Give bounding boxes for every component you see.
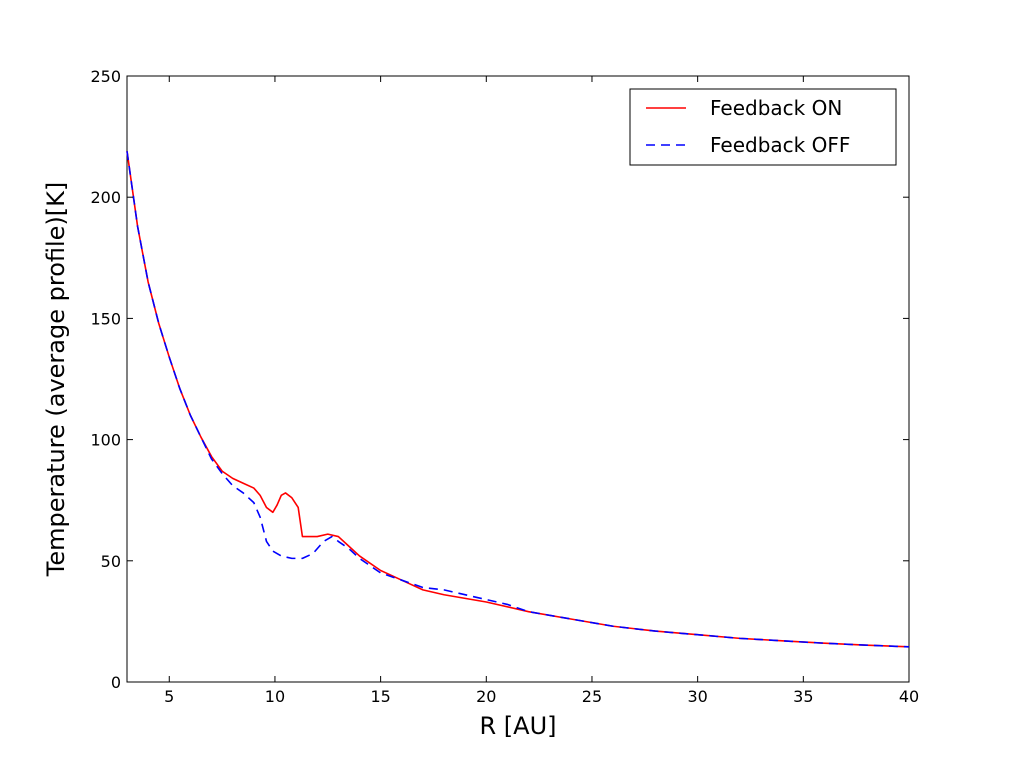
- legend-label-1: Feedback ON: [710, 96, 842, 120]
- series-line-1: [126, 151, 910, 648]
- legend-box: [629, 88, 897, 166]
- x-ticks: 5 10 15 20 25 30 35 40: [164, 76, 919, 706]
- x-tick-label: 10: [265, 687, 285, 706]
- y-tick-label: 250: [90, 67, 121, 86]
- x-tick-label: 30: [687, 687, 707, 706]
- x-tick-label: 40: [899, 687, 919, 706]
- x-axis-label: R [AU]: [479, 712, 556, 740]
- y-tick-label: 0: [111, 673, 121, 692]
- y-tick-label: 150: [90, 309, 121, 328]
- y-tick-label: 100: [90, 431, 121, 450]
- plot-area: [126, 75, 910, 683]
- series-line-2: [126, 151, 910, 648]
- x-tick-label: 20: [476, 687, 496, 706]
- x-tick-label: 5: [164, 687, 174, 706]
- series-lines: [126, 151, 910, 648]
- x-tick-label: 15: [370, 687, 390, 706]
- legend-label-2: Feedback OFF: [710, 133, 850, 157]
- x-tick-label: 25: [582, 687, 602, 706]
- legend: Feedback ON Feedback OFF: [629, 88, 897, 166]
- y-axis-label: Temperature (average profile)[K]: [42, 182, 70, 578]
- x-tick-label: 35: [793, 687, 813, 706]
- y-ticks: 0 50 100 150 200 250: [90, 67, 909, 692]
- y-tick-label: 200: [90, 188, 121, 207]
- y-tick-label: 50: [101, 552, 121, 571]
- plot-frame: [126, 75, 910, 683]
